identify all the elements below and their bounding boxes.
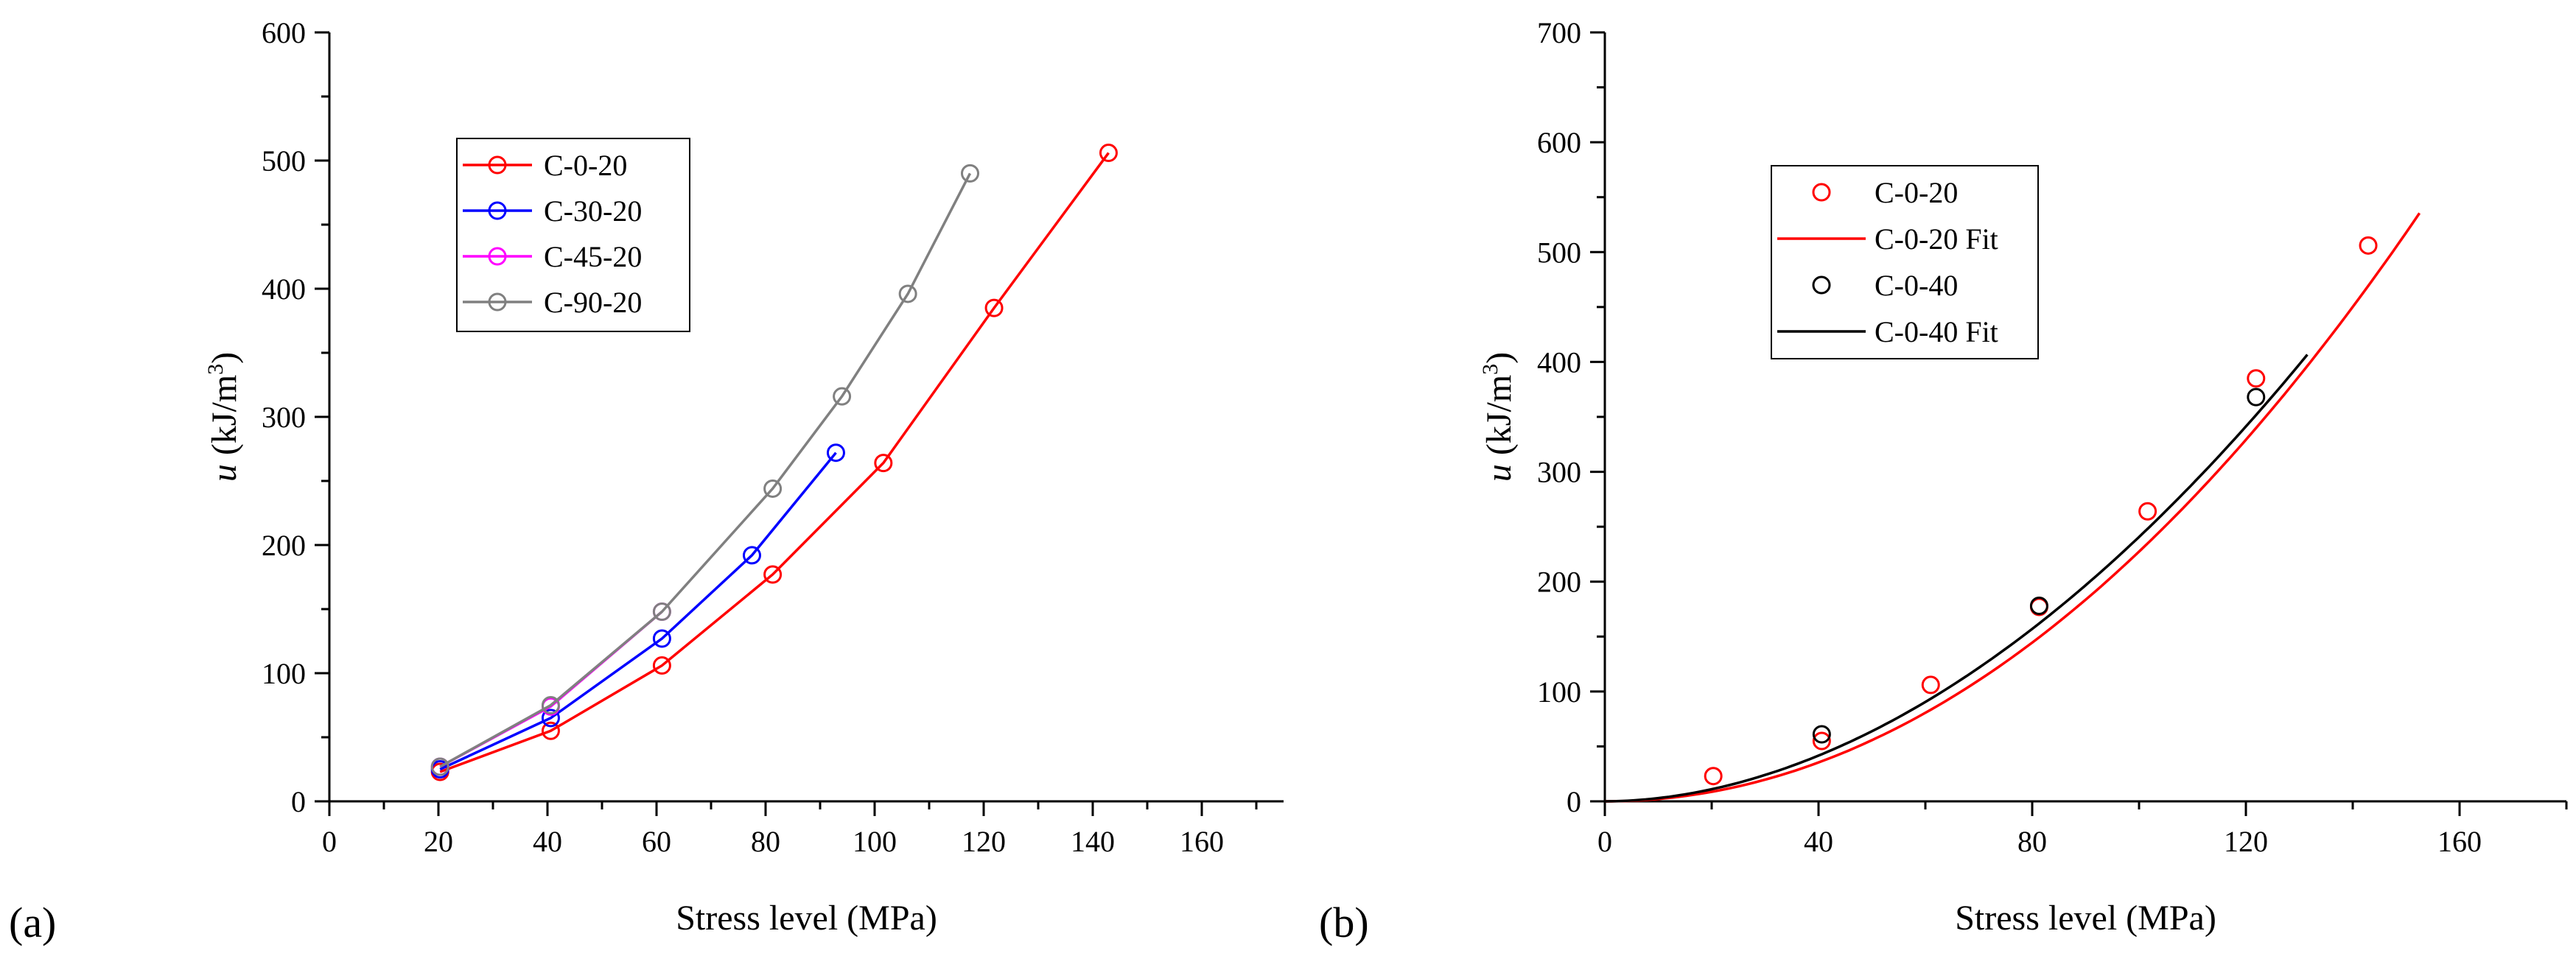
legend-label: C-0-20 [544,149,627,182]
y-tick-label: 600 [262,16,306,49]
series-fit-line [1605,212,2421,803]
data-point [430,757,449,776]
panel-label: (a) [9,899,56,946]
series-fit-line [1604,354,2309,803]
legend-box [456,138,690,332]
data-point [984,298,1004,317]
data-point [2247,387,2266,407]
x-tick-label: 0 [322,825,337,858]
y-tick-label: 700 [1537,16,1581,49]
x-axis-title: Stress level (MPa) [1955,899,2216,938]
legend-label: C-0-40 Fit [1875,315,1998,348]
data-point [961,164,979,183]
y-tick-label: 300 [1537,456,1581,489]
y-tick-label: 400 [262,273,306,306]
legend-label: C-0-40 [1875,269,1958,302]
legend-marker [488,155,507,175]
data-point [2029,597,2048,616]
legend-label: C-30-20 [544,194,642,228]
y-tick-label: 600 [1537,126,1581,159]
x-axis-title: Stress level (MPa) [676,899,937,938]
data-point [1812,725,1831,744]
y-tick-label: 500 [262,144,306,178]
series-line [439,451,837,771]
y-tick-label: 400 [1537,345,1581,379]
y-axis-title: u (kJ/m3) [1478,352,1519,482]
y-tick-label: 0 [291,785,306,818]
legend-label: C-45-20 [544,240,642,273]
legend-marker [1812,275,1831,295]
data-point [898,284,917,303]
x-tick-label: 40 [1804,825,1833,858]
data-point [1704,767,1723,786]
legend-label: C-0-20 Fit [1875,222,1998,256]
series-line [439,611,663,768]
y-axis-title: u (kJ/m3) [203,352,244,482]
data-point [2359,236,2378,255]
data-point [874,454,893,473]
x-tick-label: 80 [751,825,780,858]
series-line [439,172,972,768]
data-point [2138,502,2157,521]
x-tick-label: 0 [1597,825,1612,858]
data-point [1099,144,1118,163]
y-tick-label: 100 [262,657,306,690]
chart-panel-a: 0 20 40 60 80 100 120 140 160 0 100 200 300 400 500 600… [9,16,1284,946]
y-axis-title-exponent: 3 [203,364,228,375]
y-axis-title-unit: (kJ/m [1480,375,1519,455]
x-tick-label: 40 [533,825,562,858]
legend-label: C-90-20 [544,286,642,319]
x-tick-label: 80 [2017,825,2047,858]
data-point [541,721,560,740]
legend-marker [488,201,507,220]
x-tick-label: 120 [2224,825,2268,858]
y-axis-title-variable: u [1480,455,1519,482]
data-point [652,629,671,648]
x-tick-label: 120 [962,825,1006,858]
data-point [652,656,671,675]
y-tick-label: 200 [1537,566,1581,599]
data-point [541,696,560,714]
data-point [2247,369,2266,388]
y-axis-title-unit-end: ) [1480,352,1519,364]
y-axis-title-unit: (kJ/m [205,375,244,455]
data-point [826,443,845,463]
x-tick-label: 20 [424,825,453,858]
y-axis-title-variable: u [205,455,244,482]
y-tick-label: 100 [1537,675,1581,709]
data-point [652,602,671,621]
y-tick-label: 0 [1567,785,1581,818]
panel-label: (b) [1319,899,1369,946]
data-point [763,565,783,584]
data-point [1921,675,1940,695]
y-tick-label: 500 [1537,236,1581,269]
data-point [833,387,852,406]
x-tick-label: 160 [1180,825,1224,858]
x-tick-label: 160 [2437,825,2482,858]
legend-label: C-0-20 [1875,176,1958,209]
legend: C-0-20 C-30-20 C-45-20 C-90-20 [456,138,690,332]
x-tick-label: 100 [853,825,897,858]
chart-panel-b: 0 40 80 120 160 0 100 200 300 400 500 600 700 Stress … [1319,16,2568,946]
y-tick-label: 300 [262,401,306,434]
x-tick-label: 60 [642,825,671,858]
legend-marker [488,292,507,312]
legend-marker [1812,183,1831,202]
series-line [439,152,1110,773]
data-point [541,709,560,728]
legend-marker [488,247,507,266]
data-point [1812,731,1831,751]
y-tick-label: 200 [262,529,306,562]
data-point [763,479,783,498]
y-axis-title-unit-end: ) [205,352,244,364]
y-axis-title-exponent: 3 [1478,364,1502,375]
legend: C-0-20 C-0-20 Fit C-0-40 C-0-40 Fit [1771,165,2039,359]
data-point [743,546,761,565]
x-tick-label: 140 [1071,825,1115,858]
